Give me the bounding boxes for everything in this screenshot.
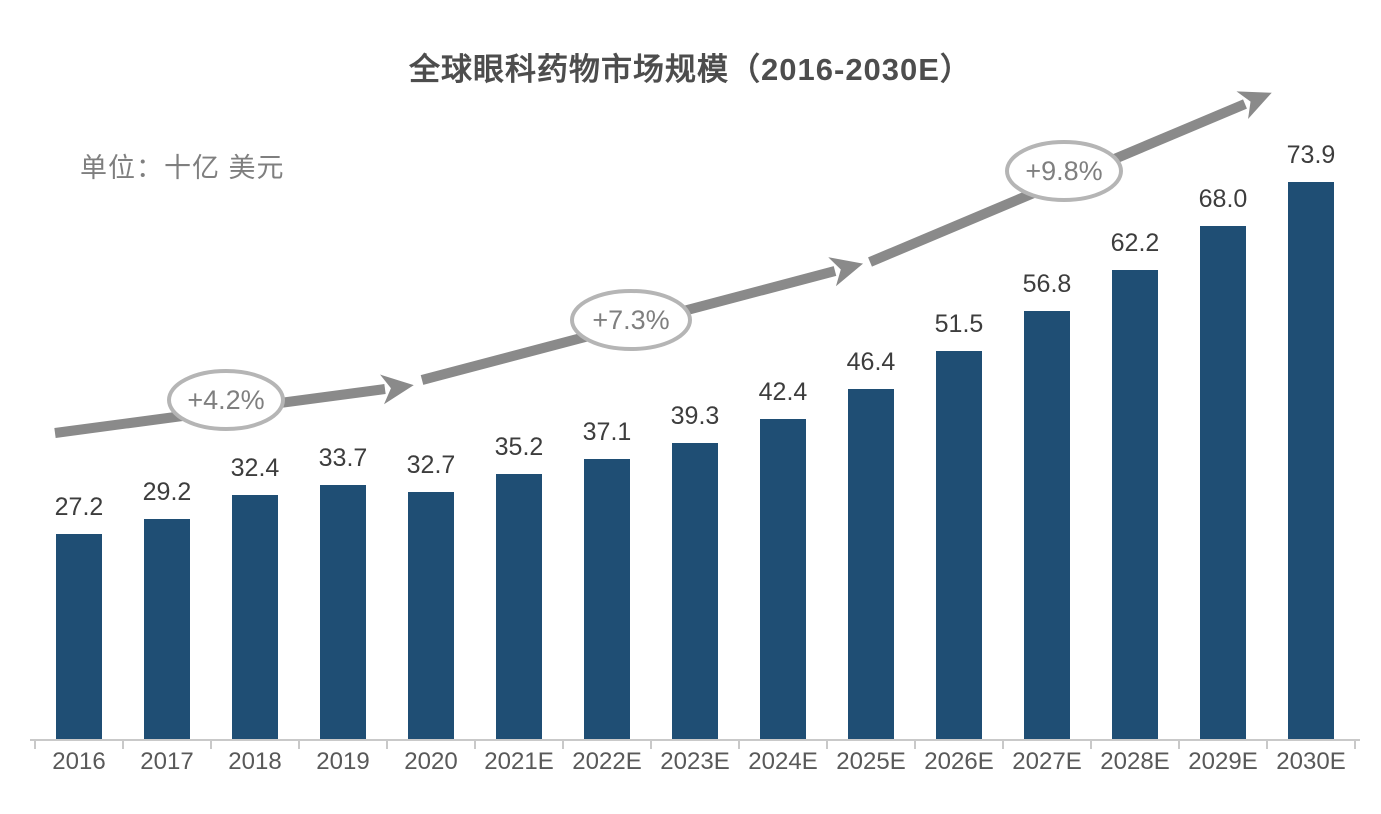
x-axis-tick [914, 741, 916, 749]
bar-2017 [144, 519, 190, 739]
growth-rate-label: +4.2% [187, 385, 264, 415]
bar-2028E [1112, 270, 1158, 739]
x-axis-tick [34, 741, 36, 749]
x-axis-label-2017: 2017 [140, 748, 194, 775]
x-axis-tick [650, 741, 652, 749]
x-axis-label-2024E: 2024E [748, 748, 818, 775]
x-axis-tick [1002, 741, 1004, 749]
growth-rate-ellipse [570, 289, 692, 351]
bar-2020 [408, 492, 454, 739]
x-axis-tick [386, 741, 388, 749]
bar-2019 [320, 485, 366, 739]
trend-arrow-segment-1 [54, 374, 414, 438]
x-axis-label-2023E: 2023E [660, 748, 730, 775]
x-axis-label-2028E: 2028E [1100, 748, 1170, 775]
bar-2026E [936, 351, 982, 739]
x-axis-tick [826, 741, 828, 749]
x-axis-label-2026E: 2026E [924, 748, 994, 775]
value-label-2021E: 35.2 [494, 433, 544, 461]
x-axis-tick [562, 741, 564, 749]
value-label-2016: 27.2 [54, 493, 104, 521]
value-label-2018: 32.4 [230, 454, 280, 482]
bar-2024E [760, 419, 806, 739]
value-label-2023E: 39.3 [670, 402, 720, 430]
x-axis-tick [474, 741, 476, 749]
growth-rate-label: +7.3% [592, 305, 669, 335]
value-label-2022E: 37.1 [582, 418, 632, 446]
value-label-2027E: 56.8 [1022, 270, 1072, 298]
value-label-2025E: 46.4 [846, 348, 896, 376]
bar-2030E [1288, 182, 1334, 739]
x-axis-tick [1178, 741, 1180, 749]
x-axis-label-2020: 2020 [404, 748, 458, 775]
value-label-2030E: 73.9 [1286, 141, 1336, 169]
unit-label: 单位：十亿 美元 [80, 153, 285, 183]
trend-arrow-segment-2 [420, 257, 864, 385]
value-label-2028E: 62.2 [1110, 229, 1160, 257]
x-axis-tick [122, 741, 124, 749]
x-axis-label-2022E: 2022E [572, 748, 642, 775]
x-axis-tick [298, 741, 300, 749]
x-axis-label-2030E: 2030E [1276, 748, 1346, 775]
x-axis-tick [1090, 741, 1092, 749]
x-axis-tick [210, 741, 212, 749]
bar-2022E [584, 459, 630, 739]
bar-2025E [848, 389, 894, 739]
x-axis-label-2019: 2019 [316, 748, 370, 775]
value-label-2024E: 42.4 [758, 378, 808, 406]
growth-rate-ellipse [167, 369, 285, 431]
bar-2016 [56, 534, 102, 739]
value-label-2020: 32.7 [406, 451, 456, 479]
bar-2018 [232, 495, 278, 739]
x-axis-label-2029E: 2029E [1188, 748, 1258, 775]
x-axis-label-2018: 2018 [228, 748, 282, 775]
value-label-2017: 29.2 [142, 478, 192, 506]
x-axis-tick [1266, 741, 1268, 749]
x-axis-label-2016: 2016 [52, 748, 106, 775]
value-label-2026E: 51.5 [934, 310, 984, 338]
value-label-2029E: 68.0 [1198, 185, 1248, 213]
x-axis-tick [1354, 741, 1356, 749]
x-axis-tick [738, 741, 740, 749]
growth-rate-label: +9.8% [1025, 156, 1102, 186]
x-axis-label-2027E: 2027E [1012, 748, 1082, 775]
bar-2029E [1200, 226, 1246, 739]
value-label-2019: 33.7 [318, 444, 368, 472]
growth-rate-ellipse [1005, 140, 1123, 202]
bar-2027E [1024, 311, 1070, 739]
x-axis-label-2021E: 2021E [484, 748, 554, 775]
x-axis-line [30, 739, 1360, 741]
chart-title: 全球眼科药物市场规模（2016-2030E） [409, 52, 972, 87]
bar-2023E [672, 443, 718, 739]
bar-2021E [496, 474, 542, 739]
x-axis-label-2025E: 2025E [836, 748, 906, 775]
